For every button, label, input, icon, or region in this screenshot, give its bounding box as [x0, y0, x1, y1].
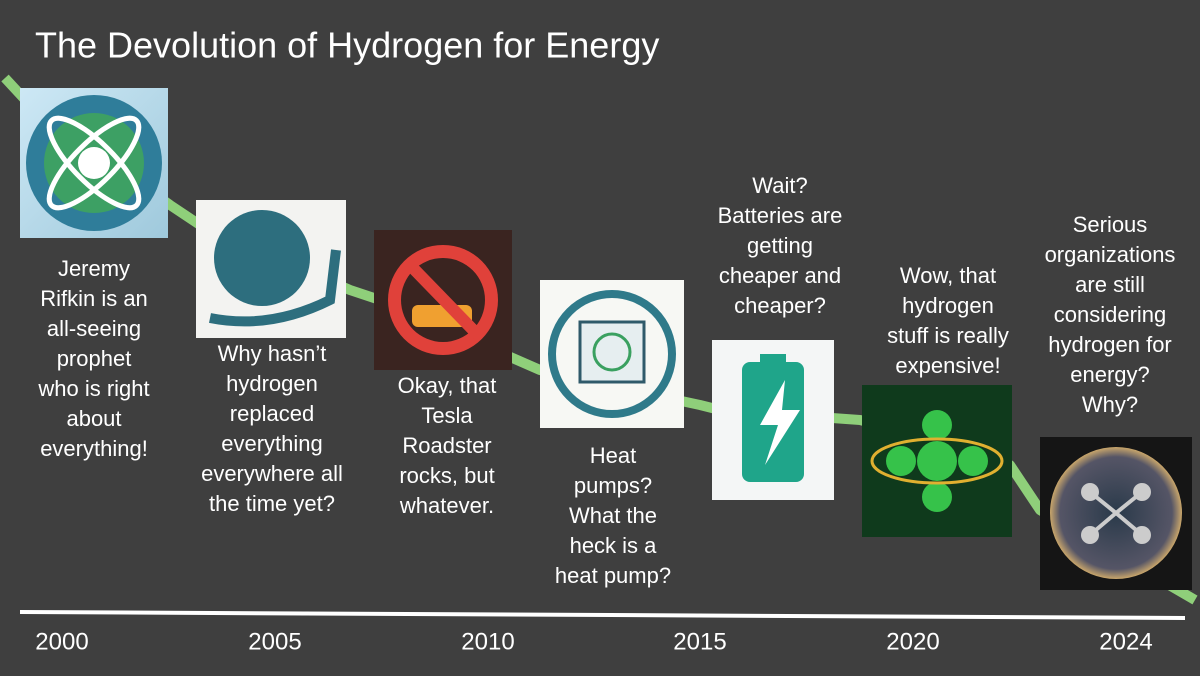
caption-line: hydrogen for	[1048, 332, 1172, 357]
caption-line: stuff is really	[887, 323, 1009, 348]
year-label: 2020	[886, 628, 939, 655]
caption-line: energy?	[1070, 362, 1150, 387]
caption-line: Serious	[1073, 212, 1148, 237]
caption-line: expensive!	[895, 353, 1000, 378]
caption-line: heat pump?	[555, 563, 671, 588]
year-label: 2024	[1099, 628, 1152, 655]
caption-line: cheaper and	[719, 263, 841, 288]
caption-line: everything!	[40, 436, 148, 461]
image-no-car	[374, 230, 512, 370]
caption-line: rocks, but	[399, 463, 494, 488]
caption-line: Tesla	[421, 403, 473, 428]
caption-line: considering	[1054, 302, 1167, 327]
caption-line: Okay, that	[398, 373, 497, 398]
year-label: 2005	[248, 628, 301, 655]
caption-line: Wow, that	[900, 263, 996, 288]
caption-line: Why hasn’t	[218, 341, 327, 366]
title: The Devolution of Hydrogen for Energy	[35, 25, 659, 66]
caption-line: Heat	[590, 443, 636, 468]
caption-line: Wait?	[752, 173, 807, 198]
caption-line: about	[66, 406, 121, 431]
caption-line: hydrogen	[902, 293, 994, 318]
caption-line: organizations	[1045, 242, 1176, 267]
caption-line: What the	[569, 503, 657, 528]
image-battery	[712, 340, 834, 500]
year-label: 2000	[35, 628, 88, 655]
caption-line: getting	[747, 233, 813, 258]
caption-line: Roadster	[402, 433, 491, 458]
year-label: 2010	[461, 628, 514, 655]
caption-line: prophet	[57, 346, 132, 371]
caption-line: Why?	[1082, 392, 1138, 417]
caption-line: Jeremy	[58, 256, 130, 281]
image-globe	[20, 88, 168, 238]
image-money-atom	[862, 385, 1012, 537]
year-label: 2015	[673, 628, 726, 655]
caption-line: are still	[1075, 272, 1145, 297]
caption-line: all-seeing	[47, 316, 141, 341]
caption-line: the time yet?	[209, 491, 335, 516]
image-bubble	[1040, 437, 1192, 590]
caption-line: pumps?	[574, 473, 652, 498]
caption-line: heck is a	[570, 533, 658, 558]
image-snail	[196, 200, 346, 338]
caption-line: cheaper?	[734, 293, 826, 318]
caption-line: hydrogen	[226, 371, 318, 396]
caption-line: who is right	[37, 376, 149, 401]
caption-line: replaced	[230, 401, 314, 426]
caption-line: whatever.	[399, 493, 494, 518]
time-axis	[19, 610, 1186, 620]
caption-line: everything	[221, 431, 323, 456]
image-heat-pump	[540, 280, 684, 428]
caption-line: Batteries are	[718, 203, 843, 228]
caption-line: Rifkin is an	[40, 286, 148, 311]
caption-line: everywhere all	[201, 461, 343, 486]
